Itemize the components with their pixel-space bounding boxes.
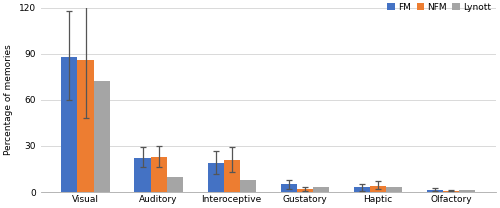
Bar [240, 180, 256, 192]
Legend: FM, NFM, Lynott: FM, NFM, Lynott [388, 3, 492, 12]
Bar [62, 57, 78, 192]
Bar [459, 190, 475, 192]
Bar [386, 187, 402, 192]
Bar [370, 186, 386, 192]
Bar [78, 60, 94, 192]
Bar [166, 177, 182, 192]
Bar [134, 158, 150, 192]
Bar [427, 190, 443, 192]
Bar [280, 184, 297, 192]
Bar [224, 160, 240, 192]
Bar [443, 191, 459, 192]
Bar [208, 163, 224, 192]
Bar [313, 187, 329, 192]
Bar [150, 157, 166, 192]
Bar [354, 187, 370, 192]
Bar [94, 81, 110, 192]
Bar [297, 189, 313, 192]
Y-axis label: Percentage of memories: Percentage of memories [4, 45, 13, 155]
